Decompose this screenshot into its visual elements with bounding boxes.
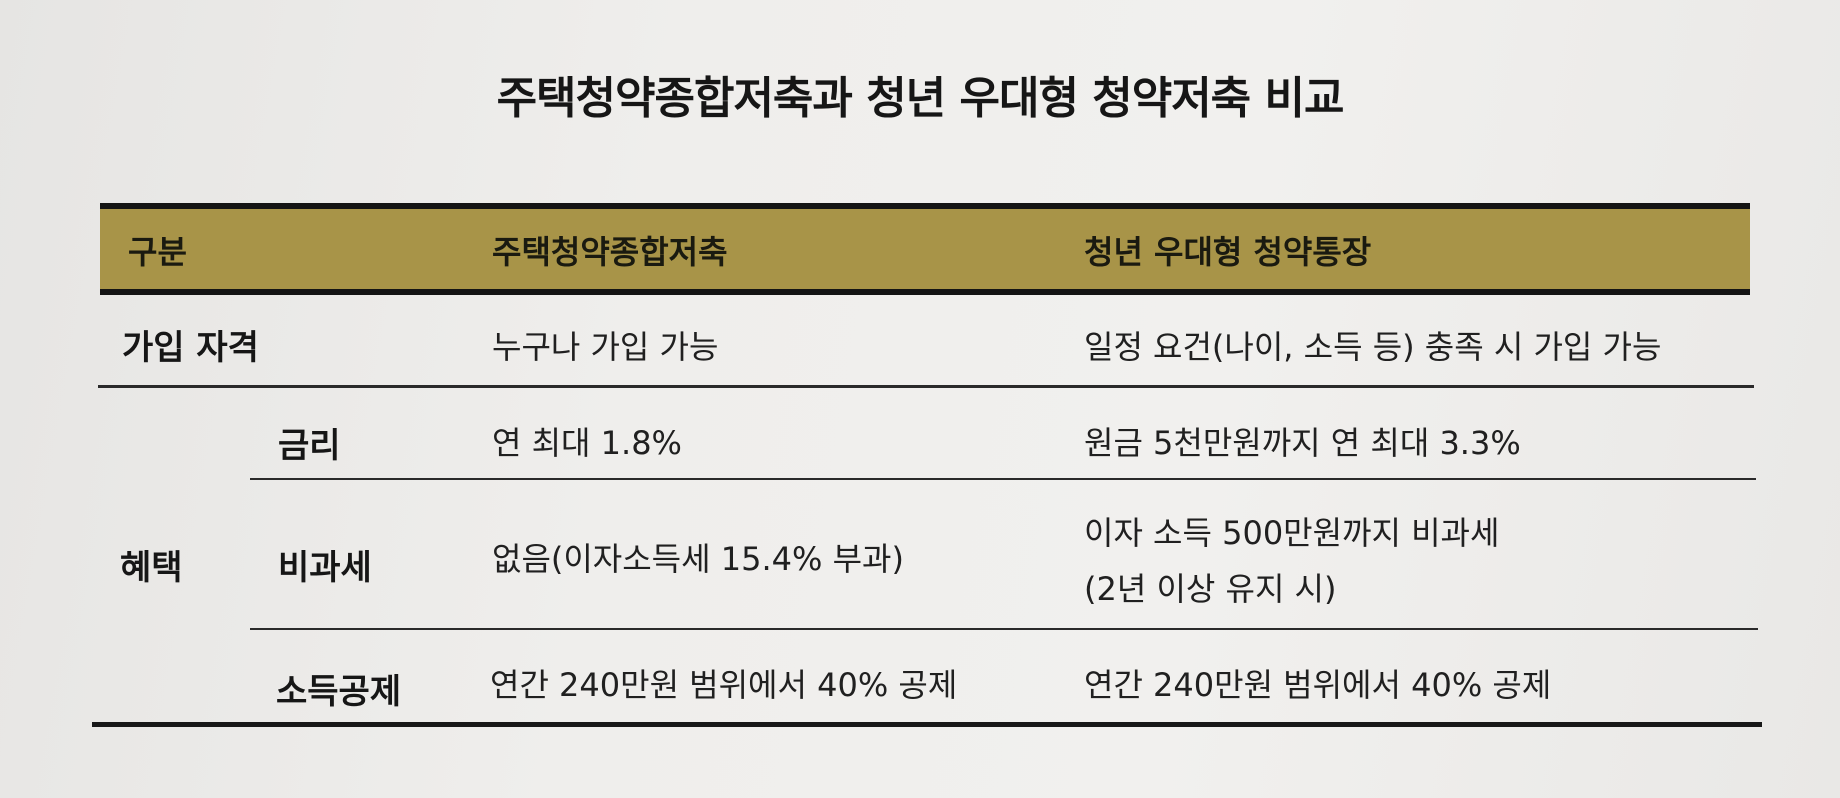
header-category: 구분: [128, 233, 187, 271]
table-header-band: [100, 203, 1750, 295]
row-eligibility-youth: 일정 요건(나이, 소득 등) 충족 시 가입 가능: [1084, 328, 1662, 366]
row-eligibility-general: 누구나 가입 가능: [492, 328, 719, 366]
row-deduction-youth: 연간 240만원 범위에서 40% 공제: [1084, 666, 1552, 704]
row-deduction-general: 연간 240만원 범위에서 40% 공제: [490, 666, 958, 704]
row-eligibility-label: 가입 자격: [122, 328, 259, 368]
row-divider: [250, 478, 1756, 480]
row-taxfree-label: 비과세: [278, 548, 372, 588]
row-taxfree-youth-line2: (2년 이상 유지 시): [1084, 570, 1337, 608]
row-deduction-label: 소득공제: [276, 672, 402, 712]
table-bottom-rule: [92, 722, 1762, 727]
row-taxfree-general: 없음(이자소득세 15.4% 부과): [492, 540, 904, 578]
header-general-savings: 주택청약종합저축: [492, 233, 728, 271]
row-interest-general: 연 최대 1.8%: [492, 424, 682, 462]
page-title: 주택청약종합저축과 청년 우대형 청약저축 비교: [496, 73, 1345, 124]
row-interest-youth: 원금 5천만원까지 연 최대 3.3%: [1084, 424, 1521, 462]
row-benefits-label: 혜택: [120, 548, 183, 588]
row-divider: [98, 385, 1754, 388]
row-taxfree-youth-line1: 이자 소득 500만원까지 비과세: [1084, 514, 1500, 552]
row-divider: [250, 628, 1758, 630]
row-interest-label: 금리: [278, 426, 341, 466]
header-youth-savings: 청년 우대형 청약통장: [1084, 233, 1372, 271]
